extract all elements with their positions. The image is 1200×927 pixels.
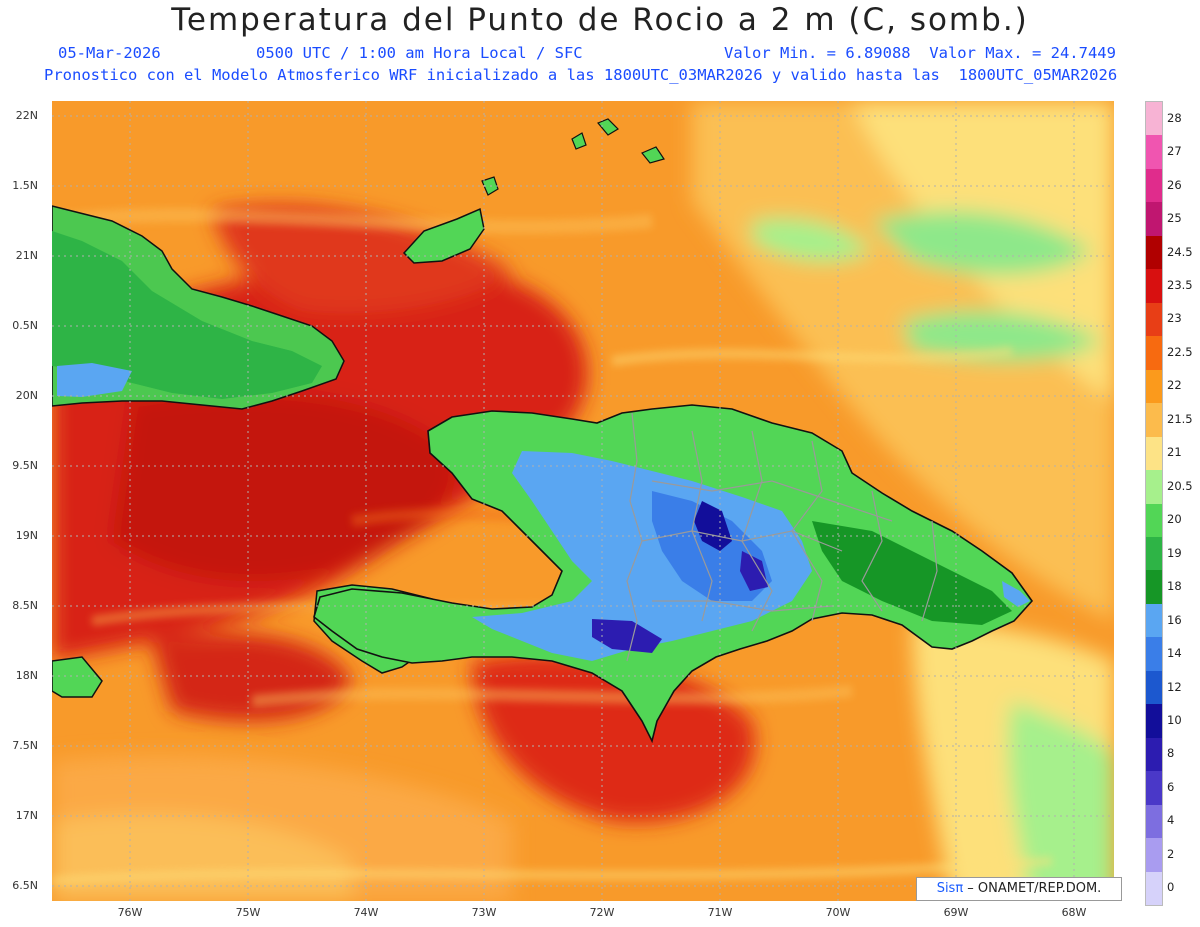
colorbar-label: 19 [1167,545,1182,560]
dew-point-map [52,101,1114,901]
colorbar-swatch [1146,403,1162,438]
colorbar-label: 14 [1167,646,1182,661]
credit-box: Sisπ – ONAMET/REP.DOM. [916,877,1122,901]
lat-label: 18N [15,669,38,682]
lon-label: 72W [589,906,615,919]
colorbar-swatch [1146,871,1162,906]
colorbar-label: 27 [1167,144,1182,159]
colorbar-label: 26 [1167,177,1182,192]
colorbar-label: 20.5 [1167,478,1193,493]
map-title: Temperatura del Punto de Rocio a 2 m (C,… [171,2,1029,38]
colorbar-label: 23 [1167,311,1182,326]
colorbar-swatch [1146,269,1162,304]
colorbar-label: 2 [1167,846,1175,861]
colorbar-swatch [1146,168,1162,203]
colorbar-label: 22.5 [1167,344,1193,359]
colorbar-swatch [1146,503,1162,538]
colorbar-label: 0 [1167,880,1175,895]
colorbar-swatch [1146,804,1162,839]
colorbar-swatch [1146,102,1162,136]
credit-org: – ONAMET/REP.DOM. [963,881,1102,896]
colorbar-label: 18 [1167,579,1182,594]
lat-label: 22N [15,109,38,122]
colorbar-swatch [1146,670,1162,705]
colorbar-swatch [1146,302,1162,337]
lon-label: 69W [943,906,969,919]
colorbar-swatch [1146,737,1162,772]
lon-label: 71W [707,906,733,919]
colorbar-swatch [1146,336,1162,371]
forecast-description: Pronostico con el Modelo Atmosferico WRF… [44,66,1118,84]
colorbar-label: 21.5 [1167,411,1193,426]
valid-date: 05-Mar-2026 [58,44,161,62]
min-max-values: Valor Min. = 6.89088 Valor Max. = 24.744… [724,44,1116,62]
colorbar-swatch [1146,637,1162,672]
colorbar-swatch [1146,470,1162,504]
lat-label: 7.5N [12,739,38,752]
lon-label: 70W [825,906,851,919]
lon-label: 73W [471,906,497,919]
colorbar-swatch [1146,369,1162,404]
brand-logo: Sisπ [936,881,964,896]
colorbar-swatch [1146,603,1162,638]
colorbar-label: 16 [1167,612,1182,627]
lat-label: 9.5N [12,459,38,472]
colorbar-swatch [1146,704,1162,739]
colorbar-swatch [1146,135,1162,170]
colorbar-label: 25 [1167,211,1182,226]
lat-label: 21N [15,249,38,262]
lat-label: 6.5N [12,879,38,892]
lat-label: 19N [15,529,38,542]
colorbar [1145,101,1163,906]
colorbar-label: 22 [1167,378,1182,393]
colorbar-label: 20 [1167,512,1182,527]
lat-label: 8.5N [12,599,38,612]
colorbar-swatch [1146,570,1162,605]
colorbar-swatch [1146,235,1162,270]
valid-time: 0500 UTC / 1:00 am Hora Local / SFC [256,44,583,62]
lat-label: 1.5N [12,179,38,192]
colorbar-label: 28 [1167,110,1182,125]
lon-label: 68W [1061,906,1087,919]
lat-label: 0.5N [12,319,38,332]
colorbar-label: 8 [1167,746,1175,761]
colorbar-label: 23.5 [1167,278,1193,293]
colorbar-swatch [1146,838,1162,873]
colorbar-label: 24.5 [1167,244,1193,259]
colorbar-label: 10 [1167,712,1182,727]
colorbar-label: 12 [1167,679,1182,694]
colorbar-swatch [1146,202,1162,237]
lat-label: 17N [15,809,38,822]
colorbar-swatch [1146,436,1162,471]
colorbar-label: 6 [1167,779,1175,794]
lon-label: 76W [117,906,143,919]
colorbar-swatch [1146,771,1162,806]
colorbar-label: 21 [1167,445,1182,460]
colorbar-swatch [1146,536,1162,571]
lon-label: 74W [353,906,379,919]
lon-label: 75W [235,906,261,919]
colorbar-label: 4 [1167,813,1175,828]
lat-label: 20N [15,389,38,402]
